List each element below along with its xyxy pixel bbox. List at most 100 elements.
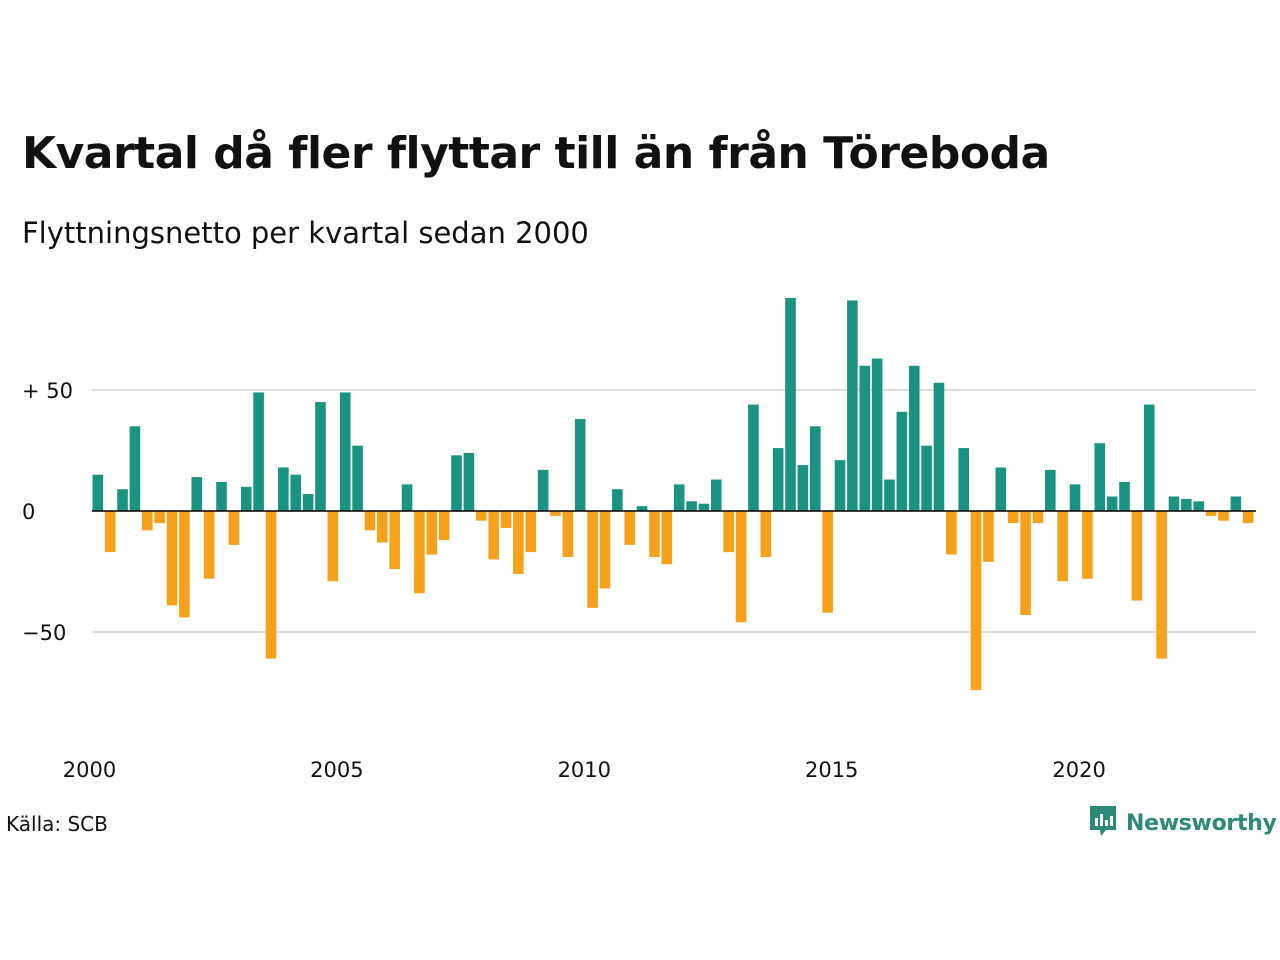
- bar: 2001K2: -5: [154, 511, 165, 524]
- bar: 2000K4: 35: [129, 426, 141, 511]
- bar: 2003K3: -61: [265, 511, 277, 659]
- bar: 2018K4: -43: [1020, 511, 1031, 616]
- bar: 2006K2: 11: [401, 484, 413, 511]
- brand-name: Newsworthy: [1126, 810, 1277, 836]
- bar: 2000K3: 9: [117, 489, 128, 511]
- bar: 2017K2: -18: [946, 511, 957, 555]
- bar: 2016K4: 27: [921, 445, 932, 511]
- bar: 2001K1: -8: [141, 511, 153, 531]
- bar: 2017K1: 53: [933, 382, 945, 511]
- bar: 2019K2: 17: [1044, 469, 1056, 511]
- bar: 2007K1: -12: [438, 511, 450, 541]
- bar: 2011K1: 2: [636, 506, 648, 511]
- bar: 2010K1: -40: [587, 511, 598, 608]
- bar: 2004K4: -29: [327, 511, 339, 582]
- bar: 2012K4: -17: [723, 511, 734, 553]
- bar: 2006K4: -18: [426, 511, 438, 555]
- bar: 2022K3: -2: [1205, 511, 1217, 516]
- bar: 2013K2: 44: [748, 404, 759, 511]
- bar: 2012K1: 4: [686, 501, 697, 511]
- bar: 2002K2: -28: [203, 511, 215, 579]
- bar: 2002K1: 14: [191, 477, 203, 511]
- bar: 2012K3: 13: [711, 479, 722, 511]
- bar: 2005K1: 49: [339, 392, 351, 511]
- bar: 2018K2: 18: [995, 467, 1007, 511]
- bar: 2018K1: -21: [983, 511, 994, 562]
- bar: 2012K2: 3: [698, 503, 710, 511]
- y-tick-label: −50: [22, 621, 66, 645]
- bar: 2022K4: -4: [1218, 511, 1229, 521]
- y-tick-label: 0: [22, 500, 35, 524]
- bar: 2021K4: 6: [1168, 496, 1180, 511]
- x-tick-label: 2005: [310, 758, 363, 782]
- bar: 2004K3: 45: [315, 402, 326, 511]
- bar: 2015K3: 60: [859, 365, 871, 511]
- chart-subtitle: Flyttningsnetto per kvartal sedan 2000: [22, 216, 589, 250]
- bar: 2000K1: 15: [92, 474, 104, 511]
- bar: 2011K3: -22: [661, 511, 673, 565]
- bar: 2020K4: 12: [1119, 481, 1130, 511]
- bar: 2019K1: -5: [1032, 511, 1044, 524]
- bar: 2014K4: -42: [822, 511, 833, 613]
- bar: 2020K2: 28: [1094, 443, 1106, 511]
- bar: 2003K4: 18: [278, 467, 289, 511]
- bar: 2005K3: -8: [364, 511, 376, 531]
- bar: 2005K4: -13: [377, 511, 388, 543]
- bar: 2023K2: -5: [1242, 511, 1254, 524]
- bar: 2015K1: 21: [834, 460, 846, 511]
- bar: 2023K1: 6: [1230, 496, 1242, 511]
- bar: 2010K2: -32: [599, 511, 611, 589]
- bar: 2022K1: 5: [1181, 498, 1192, 511]
- bar: 2020K1: -28: [1082, 511, 1093, 579]
- bars: 2000K1: 152000K2: -172000K3: 92000K4: 35…: [92, 298, 1254, 691]
- bar: 2016K1: 13: [884, 479, 895, 511]
- bar: 2007K4: -4: [475, 511, 487, 521]
- bar: 2008K1: -20: [488, 511, 499, 560]
- bar: 2010K3: 9: [612, 489, 623, 511]
- bar: 2011K4: 11: [673, 484, 685, 511]
- bar: 2001K4: -44: [179, 511, 190, 618]
- bar: 2022K2: 4: [1193, 501, 1205, 511]
- bar: 2016K2: 41: [896, 411, 908, 511]
- bar: 2006K1: -24: [389, 511, 400, 570]
- bar: 2005K2: 27: [352, 445, 363, 511]
- bar: 2002K3: 12: [216, 481, 227, 511]
- x-tick-label: 2010: [558, 758, 611, 782]
- bar: 2011K2: -19: [649, 511, 660, 557]
- bar: 2014K2: 19: [797, 465, 809, 511]
- bar: 2013K4: 26: [772, 448, 784, 511]
- bar: 2013K3: -19: [760, 511, 772, 557]
- newsworthy-logo-icon: [1088, 804, 1118, 842]
- x-tick-label: 2000: [63, 758, 116, 782]
- bar: 2014K3: 35: [809, 426, 821, 511]
- bar: 2018K3: -5: [1007, 511, 1019, 524]
- bar: 2007K2: 23: [451, 455, 462, 511]
- bar: 2008K4: -17: [525, 511, 537, 553]
- bar: 2015K2: 87: [847, 300, 858, 511]
- bar: 2021K2: 44: [1143, 404, 1155, 511]
- bar: 2001K3: -39: [166, 511, 178, 606]
- bar: 2016K3: 60: [908, 365, 920, 511]
- source-note: Källa: SCB: [6, 812, 108, 836]
- bar: 2020K3: 6: [1106, 496, 1118, 511]
- bar: 2015K4: 63: [871, 358, 883, 511]
- bar: 2017K3: 26: [958, 448, 969, 511]
- bar: 2008K3: -26: [513, 511, 524, 574]
- bar: 2004K2: 7: [302, 494, 314, 511]
- axes: −50 0 + 50 2000 2005 2010 2015 2020: [22, 379, 1256, 782]
- bar: 2009K1: 17: [537, 469, 549, 511]
- bar: 2009K2: -2: [550, 511, 561, 516]
- bar: 2021K3: -61: [1156, 511, 1167, 659]
- bar: 2006K3: -34: [414, 511, 425, 594]
- bar: 2003K2: 49: [253, 392, 264, 511]
- bar: 2009K3: -19: [562, 511, 574, 557]
- newsworthy-logo: Newsworthy: [1088, 804, 1277, 842]
- bar: 2017K4: -74: [970, 511, 982, 691]
- bar-chart: 2000K1: 152000K2: -172000K3: 92000K4: 35…: [22, 298, 1256, 782]
- bar: 2009K4: 38: [574, 419, 586, 511]
- bar: 2014K1: 88: [785, 298, 796, 511]
- chart-title: Kvartal då fler flyttar till än från Tör…: [22, 128, 1050, 179]
- bar: 2007K3: 24: [463, 452, 475, 511]
- bar: 2013K1: -46: [735, 511, 747, 623]
- bar: 2002K4: -14: [228, 511, 240, 545]
